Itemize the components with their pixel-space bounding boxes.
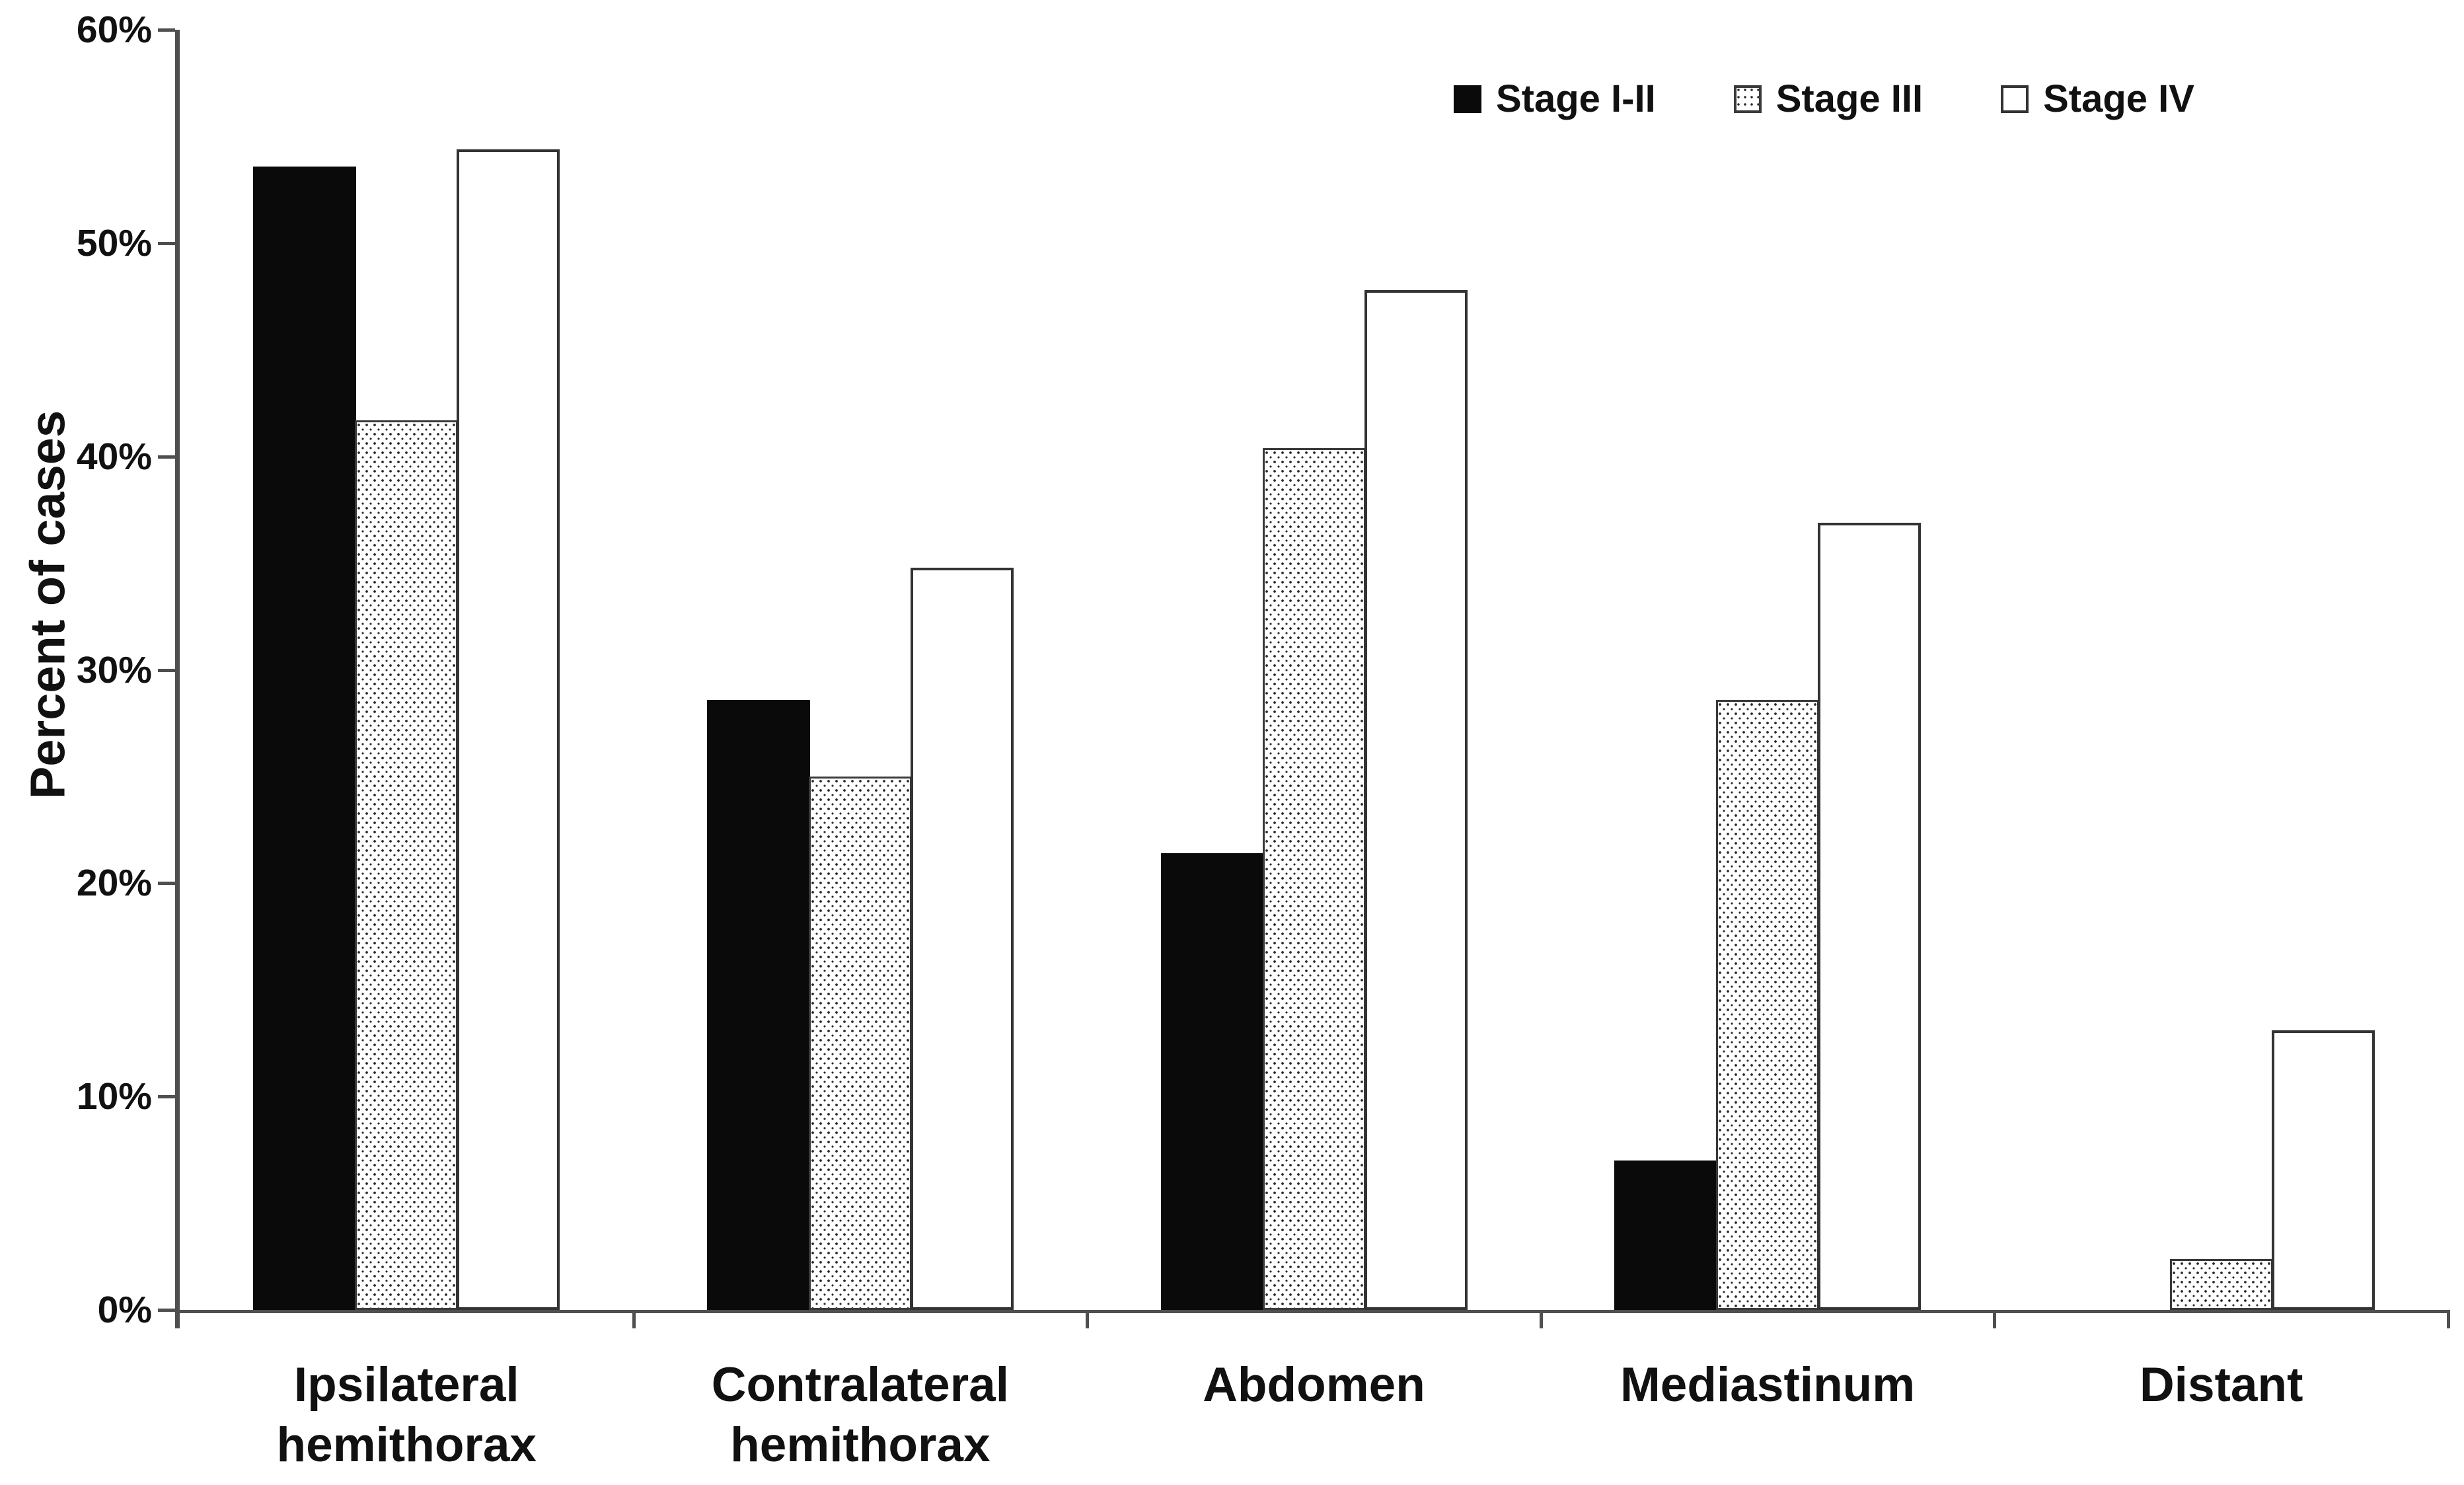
legend-swatch-stage-iii	[1733, 85, 1762, 113]
legend: Stage I-II Stage III Stage IV	[1454, 77, 2194, 121]
bar-stage-iv-distant	[2271, 1030, 2375, 1310]
legend-swatch-stage-i-ii	[1454, 85, 1481, 113]
x-tick-mark-4	[1993, 1310, 1997, 1328]
x-category-label-contralateral: Contralateral hemithorax	[711, 1358, 1010, 1472]
bar-stage-i-ii-mediastinum	[1614, 1161, 1718, 1310]
x-category-label-distant: Distant	[2139, 1358, 2303, 1412]
legend-swatch-stage-iv	[2001, 85, 2029, 113]
bar-stage-iii-contralateral	[808, 776, 912, 1310]
x-tick-mark-5	[2447, 1310, 2450, 1328]
x-category-label-mediastinum: Mediastinum	[1620, 1358, 1916, 1412]
y-tick-mark-60	[158, 28, 175, 32]
legend-label-stage-i-ii: Stage I-II	[1496, 77, 1656, 120]
x-axis-line	[175, 1310, 2448, 1313]
y-tick-mark-50	[158, 241, 175, 245]
bar-stage-i-ii-contralateral	[706, 699, 810, 1310]
legend-item-stage-iv: Stage IV	[2001, 77, 2194, 121]
y-tick-label-20: 20%	[76, 862, 152, 905]
legend-label-stage-iv: Stage IV	[2043, 77, 2194, 120]
y-tick-mark-30	[158, 668, 175, 672]
y-axis-line	[175, 30, 180, 1328]
bar-stage-iii-distant	[2169, 1258, 2273, 1310]
legend-label-stage-iii: Stage III	[1775, 77, 1923, 120]
bar-stage-iii-mediastinum	[1716, 699, 1820, 1310]
y-tick-label-30: 30%	[76, 648, 152, 691]
y-tick-label-50: 50%	[76, 221, 152, 264]
bar-stage-iv-ipsilateral	[457, 149, 560, 1310]
bar-stage-iv-abdomen	[1364, 289, 1468, 1310]
bar-stage-i-ii-ipsilateral	[253, 166, 357, 1310]
legend-item-stage-iii: Stage III	[1733, 77, 1923, 121]
bar-stage-iii-ipsilateral	[355, 420, 459, 1310]
y-tick-mark-40	[158, 455, 175, 459]
x-tick-mark-2	[1086, 1310, 1090, 1328]
y-tick-mark-20	[158, 882, 175, 886]
x-category-label-abdomen: Abdomen	[1203, 1358, 1425, 1412]
plot-area	[175, 30, 2450, 1328]
y-tick-label-10: 10%	[76, 1075, 152, 1118]
bar-stage-iv-mediastinum	[1818, 522, 1922, 1310]
y-tick-mark-10	[158, 1095, 175, 1099]
legend-item-stage-i-ii: Stage I-II	[1454, 77, 1656, 121]
y-tick-label-60: 60%	[76, 9, 152, 51]
bar-stage-i-ii-abdomen	[1160, 853, 1264, 1310]
y-tick-label-40: 40%	[76, 435, 152, 478]
x-tick-mark-1	[632, 1310, 636, 1328]
bar-stage-iv-contralateral	[910, 567, 1014, 1310]
x-tick-mark-3	[1539, 1310, 1543, 1328]
y-tick-mark-0	[158, 1309, 175, 1312]
bar-stage-iii-abdomen	[1262, 447, 1366, 1310]
y-tick-label-0: 0%	[97, 1289, 152, 1331]
x-category-label-ipsilateral: Ipsilateral hemithorax	[276, 1358, 537, 1472]
